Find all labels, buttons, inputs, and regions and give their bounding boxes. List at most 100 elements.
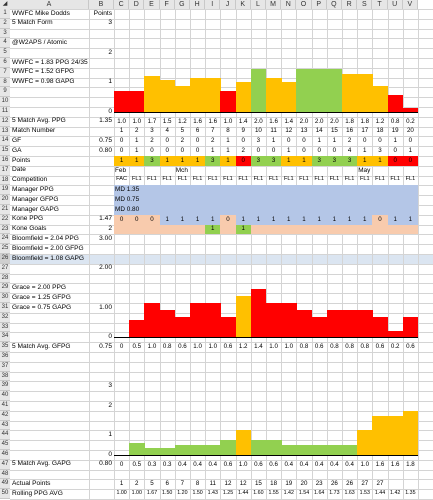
row-header-37[interactable]: 37	[0, 361, 10, 372]
column-header-q[interactable]: Q	[326, 0, 342, 9]
column-header-k[interactable]: K	[235, 0, 251, 9]
row-header-3[interactable]: 3	[0, 28, 10, 39]
column-header-h[interactable]: H	[190, 0, 206, 9]
points-value: 3	[150, 156, 154, 164]
row-header-43[interactable]: 43	[0, 420, 10, 431]
gapg-bar	[342, 445, 358, 455]
kone-goals-fill	[174, 224, 190, 235]
avg-gfpg-value: 0.5	[132, 343, 142, 350]
row-header-13[interactable]: 13	[0, 126, 10, 137]
row-header-25[interactable]: 25	[0, 244, 10, 254]
points-value: 1	[135, 156, 139, 164]
column-header-v[interactable]: V	[402, 0, 418, 9]
gfpg-bar	[129, 320, 145, 338]
row-header-20[interactable]: 20	[0, 195, 10, 205]
ga-value: 4	[347, 147, 352, 154]
row-header-11[interactable]: 11	[0, 107, 10, 117]
row-header-45[interactable]: 45	[0, 440, 10, 450]
column-header-c[interactable]: C	[114, 0, 130, 9]
label-row-50: Rolling PPG AVG	[12, 489, 63, 497]
row-header-44[interactable]: 44	[0, 430, 10, 441]
column-header-l[interactable]: L	[250, 0, 266, 9]
row-header-34[interactable]: 34	[0, 332, 10, 343]
row-header-1[interactable]: 1	[0, 9, 10, 19]
row-header-9[interactable]: 9	[0, 87, 10, 98]
column-gridline	[89, 9, 90, 500]
column-header-g[interactable]: G	[174, 0, 190, 9]
gapg-bar	[129, 442, 145, 455]
competition-value: FL1	[359, 176, 370, 183]
column-header-r[interactable]: R	[342, 0, 358, 9]
row-header-40[interactable]: 40	[0, 391, 10, 401]
row-header-17[interactable]: 17	[0, 165, 10, 176]
row-header-38[interactable]: 38	[0, 371, 10, 382]
match-number-value: 4	[165, 127, 169, 135]
column-header-p[interactable]: P	[311, 0, 327, 9]
column-header-i[interactable]: I	[205, 0, 221, 9]
column-header-o[interactable]: O	[296, 0, 312, 9]
select-all-corner[interactable]: ◢	[0, 0, 10, 9]
kone-goals-fill	[250, 224, 266, 235]
row-header-32[interactable]: 32	[0, 312, 10, 323]
row-header-5[interactable]: 5	[0, 48, 10, 58]
row-header-26[interactable]: 26	[0, 254, 10, 264]
manager-band	[114, 185, 418, 196]
row-header-42[interactable]: 42	[0, 410, 10, 421]
row-header-19[interactable]: 19	[0, 185, 10, 196]
row-header-7[interactable]: 7	[0, 67, 10, 78]
row-header-50[interactable]: 50	[0, 489, 10, 499]
column-header-n[interactable]: N	[281, 0, 297, 9]
row-header-15[interactable]: 15	[0, 146, 10, 156]
row-header-24[interactable]: 24	[0, 234, 10, 245]
row-header-36[interactable]: 36	[0, 352, 10, 362]
row-header-6[interactable]: 6	[0, 58, 10, 68]
row-header-46[interactable]: 46	[0, 450, 10, 460]
row-header-12[interactable]: 12	[0, 116, 10, 127]
avg-gapg-value: 0.6	[254, 460, 263, 468]
row-header-8[interactable]: 8	[0, 77, 10, 88]
kone-goals-fill	[326, 224, 342, 235]
row-header-2[interactable]: 2	[0, 18, 10, 29]
row-header-48[interactable]: 48	[0, 469, 10, 480]
column-header-m[interactable]: M	[266, 0, 282, 9]
row-header-29[interactable]: 29	[0, 283, 10, 294]
row-header-49[interactable]: 49	[0, 479, 10, 490]
rolling-ppg-value: 1.20	[177, 490, 188, 496]
row-header-21[interactable]: 21	[0, 205, 10, 215]
row-header-23[interactable]: 23	[0, 224, 10, 235]
row-header-41[interactable]: 41	[0, 401, 10, 411]
ga-value: 1	[226, 147, 230, 154]
row-header-35[interactable]: 35	[0, 342, 10, 352]
column-header-j[interactable]: J	[220, 0, 236, 9]
row-header-18[interactable]: 18	[0, 175, 10, 186]
actual-points-value: 19	[285, 480, 293, 488]
column-header-a[interactable]: A	[10, 0, 89, 9]
rolling-ppg-value: 1.63	[344, 490, 355, 496]
row-header-47[interactable]: 47	[0, 459, 10, 470]
row-header-4[interactable]: 4	[0, 38, 10, 49]
column-header-e[interactable]: E	[144, 0, 160, 9]
row-header-33[interactable]: 33	[0, 322, 10, 333]
ga-value: 1	[363, 147, 367, 154]
column-header-u[interactable]: U	[387, 0, 403, 9]
column-header-s[interactable]: S	[357, 0, 373, 9]
label-row-1: WWFC Mike Dodds	[12, 9, 70, 17]
row-header-10[interactable]: 10	[0, 97, 10, 107]
points-value: 3	[332, 156, 337, 164]
column-header-f[interactable]: F	[159, 0, 175, 9]
column-header-t[interactable]: T	[372, 0, 388, 9]
row-header-14[interactable]: 14	[0, 136, 10, 147]
column-header-b[interactable]: B	[89, 0, 114, 9]
row-header-31[interactable]: 31	[0, 303, 10, 313]
row-header-28[interactable]: 28	[0, 273, 10, 284]
column-header-d[interactable]: D	[129, 0, 145, 9]
column-gridline	[266, 9, 267, 500]
row-header-30[interactable]: 30	[0, 293, 10, 303]
row-header-39[interactable]: 39	[0, 381, 10, 392]
points-value: 3	[211, 156, 215, 164]
row-header-16[interactable]: 16	[0, 156, 10, 166]
row-header-22[interactable]: 22	[0, 214, 10, 225]
label-row-35: 5 Match Avg. GFPG	[12, 342, 71, 350]
row-header-27[interactable]: 27	[0, 263, 10, 274]
